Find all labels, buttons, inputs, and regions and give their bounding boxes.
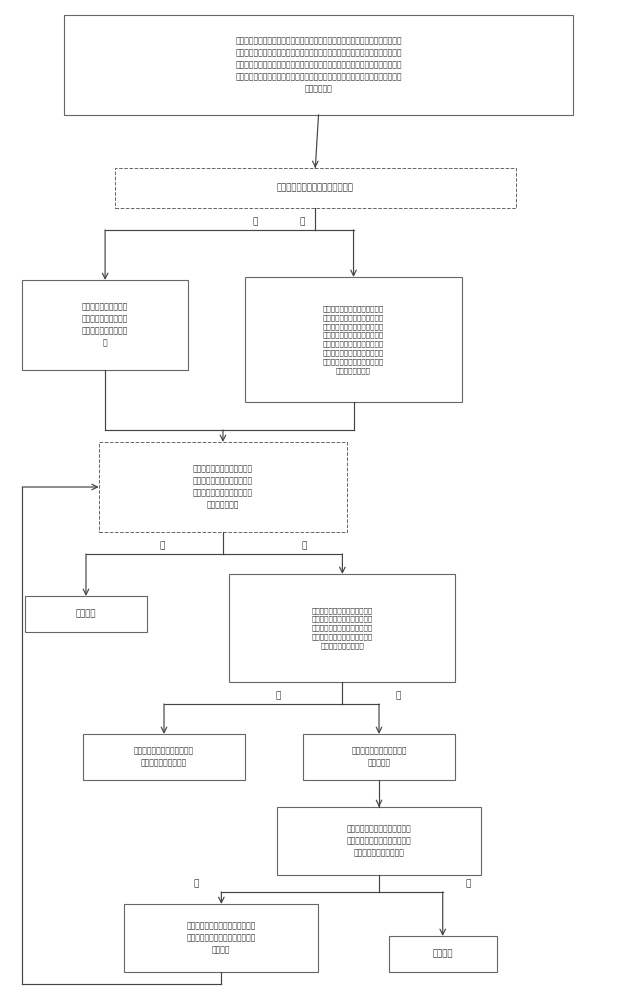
Text: 否: 否: [396, 692, 401, 700]
Text: 否: 否: [300, 218, 305, 227]
Text: 所述查询案件为所述待检案
件的串并案: 所述查询案件为所述待检案 件的串并案: [351, 746, 407, 768]
Bar: [389, 936, 497, 972]
Text: 判断所述待检案件是否为已有案件: 判断所述待检案件是否为已有案件: [277, 184, 354, 192]
Bar: [83, 734, 245, 780]
Bar: [277, 807, 481, 875]
Bar: [22, 280, 188, 370]
Text: 根据所述待检案件的案件信息，
在案件信息表中进行检索，获取
检索案件的案件编号，通过所述
检索案件的案件编号，查询所述
关键字符串信息表，获取所述检
索案件在所: 根据所述待检案件的案件信息， 在案件信息表中进行检索，获取 检索案件的案件编号，…: [323, 305, 384, 374]
Text: 将所述串并案作为待检案件，所述
新的关键字符串作为待检案件的关
键字符串: 将所述串并案作为待检案件，所述 新的关键字符串作为待检案件的关 键字符串: [187, 921, 256, 955]
Bar: [229, 574, 455, 682]
Text: 检测所述串并案中是否存在不同
至少一个于所述待检案件的关键
字符串的新的关键字符串: 检测所述串并案中是否存在不同 至少一个于所述待检案件的关键 字符串的新的关键字符…: [347, 824, 412, 858]
Bar: [303, 734, 455, 780]
Text: 获取所述相同关键字符串在所述
关键字符串信息表中所对应的查
询案件的案件编号，检测所述查
询案件的案件编号与所述待检案
件的案件编号是否相同: 获取所述相同关键字符串在所述 关键字符串信息表中所对应的查 询案件的案件编号，检…: [311, 607, 373, 649]
Text: 是: 是: [301, 542, 307, 550]
Text: 否: 否: [160, 542, 165, 550]
Text: 是: 是: [193, 880, 199, 889]
Text: 检测所述关键字符串信息表中
是否存在与所述待检案件的关
键字符串中的至少一个相同的
相同关键字符串: 检测所述关键字符串信息表中 是否存在与所述待检案件的关 键字符串中的至少一个相同…: [193, 464, 253, 510]
Bar: [64, 15, 573, 115]
Text: 检测结束: 检测结束: [76, 609, 96, 618]
Text: 所述查询案件与所述待检案件
不为串并案，检测结束: 所述查询案件与所述待检案件 不为串并案，检测结束: [134, 746, 194, 768]
Bar: [25, 596, 147, 632]
Bar: [245, 277, 462, 402]
Text: 根据公安机关案件数据库建立案件信息表以及关键字符串信息表，所述案件信息表
与所述关键字符串信息表通过案件编号进行关联，其中，所述案件信息表以所述案
件编号为主键: 根据公安机关案件数据库建立案件信息表以及关键字符串信息表，所述案件信息表 与所述…: [235, 36, 402, 94]
Text: 是: 是: [276, 692, 282, 700]
Bar: [124, 904, 318, 972]
Text: 否: 否: [466, 880, 471, 889]
Text: 检测结束: 检测结束: [433, 950, 453, 958]
Text: 获取所述已有案件的已
知关键字符串，将其作
为待检案件的关键字符
串: 获取所述已有案件的已 知关键字符串，将其作 为待检案件的关键字符 串: [82, 302, 128, 348]
Bar: [115, 168, 516, 208]
Text: 是: 是: [252, 218, 257, 227]
Bar: [99, 442, 347, 532]
